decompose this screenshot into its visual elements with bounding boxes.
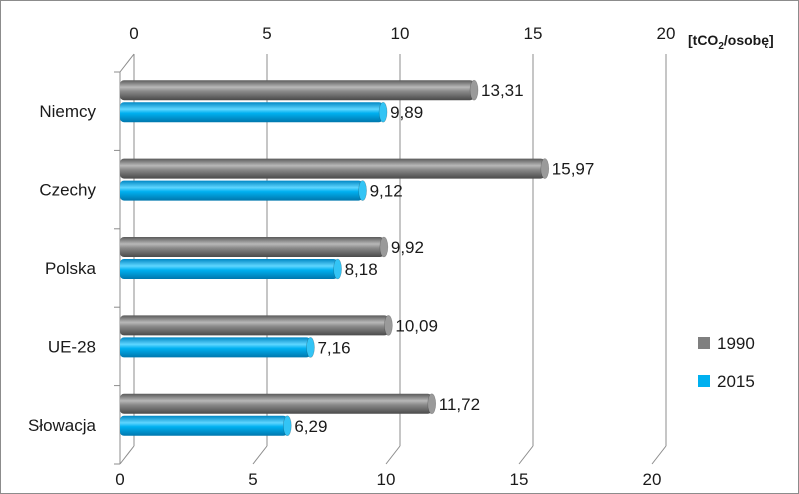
bar-cap-1990: [540, 158, 550, 179]
x-tick-label-top: 15: [524, 24, 543, 43]
data-label-1990: 9,92: [391, 238, 424, 257]
x-tick-label-top: 10: [391, 24, 410, 43]
bar-2015: [120, 259, 338, 279]
x-tick-label-bottom: 5: [248, 470, 257, 489]
bar-cap-2015: [378, 101, 388, 123]
gridline-floor: [119, 445, 135, 465]
x-tick-label-top: 5: [262, 24, 271, 43]
category-label: Czechy: [39, 181, 96, 200]
data-label-1990: 10,09: [395, 316, 438, 335]
gridline-floor: [385, 445, 401, 465]
legend-swatch-1990: [698, 337, 710, 349]
axis-wall-top-edge: [119, 53, 135, 73]
category-label: Polska: [45, 259, 97, 278]
bar-cap-2015: [283, 415, 292, 437]
legend: 1990 2015: [698, 334, 755, 391]
data-label-2015: 9,89: [390, 103, 423, 122]
bar-cap-1990: [379, 236, 389, 258]
bar-cap-1990: [469, 79, 479, 101]
bar-cap-1990: [427, 393, 437, 415]
bar-1990: [120, 237, 384, 257]
gridline-floor: [651, 445, 667, 465]
x-tick-label-bottom: 20: [643, 470, 662, 489]
bar-2015: [120, 102, 384, 123]
gridline-floor: [518, 445, 534, 465]
x-tick-label-bottom: 15: [510, 470, 529, 489]
category-label: UE-28: [48, 337, 96, 356]
bar-1990: [120, 315, 389, 336]
x-tick-label-bottom: 10: [377, 470, 396, 489]
unit-label: [tCO2/osobę]: [688, 32, 774, 52]
bar-1990: [120, 158, 545, 179]
bar-1990: [120, 80, 475, 101]
bar-cap-2015: [358, 180, 367, 201]
x-tick-label-top: 0: [129, 24, 138, 43]
category-label: Niemcy: [39, 102, 96, 121]
bar-2015: [120, 415, 288, 436]
x-tick-label-top: 20: [657, 24, 676, 43]
data-label-1990: 15,97: [552, 160, 595, 179]
legend-swatch-2015: [698, 375, 710, 387]
data-label-1990: 11,72: [439, 395, 480, 414]
data-label-2015: 6,29: [294, 417, 327, 436]
data-label-2015: 8,18: [345, 260, 378, 279]
legend-label-1990: 1990: [717, 334, 755, 353]
legend-label-2015: 2015: [717, 372, 755, 391]
bar-1990: [120, 393, 432, 414]
gridline-floor: [252, 445, 268, 465]
data-label-1990: 13,31: [481, 81, 524, 100]
data-label-2015: 7,16: [317, 338, 350, 357]
bar-2015: [120, 180, 363, 201]
bar-cap-2015: [306, 337, 315, 358]
bar-cap-1990: [384, 315, 393, 336]
x-tick-label-bottom: 0: [115, 470, 124, 489]
bar-2015: [120, 337, 311, 358]
data-label-2015: 9,12: [370, 182, 403, 201]
category-label: Słowacja: [28, 416, 97, 435]
bar-cap-2015: [333, 258, 342, 280]
